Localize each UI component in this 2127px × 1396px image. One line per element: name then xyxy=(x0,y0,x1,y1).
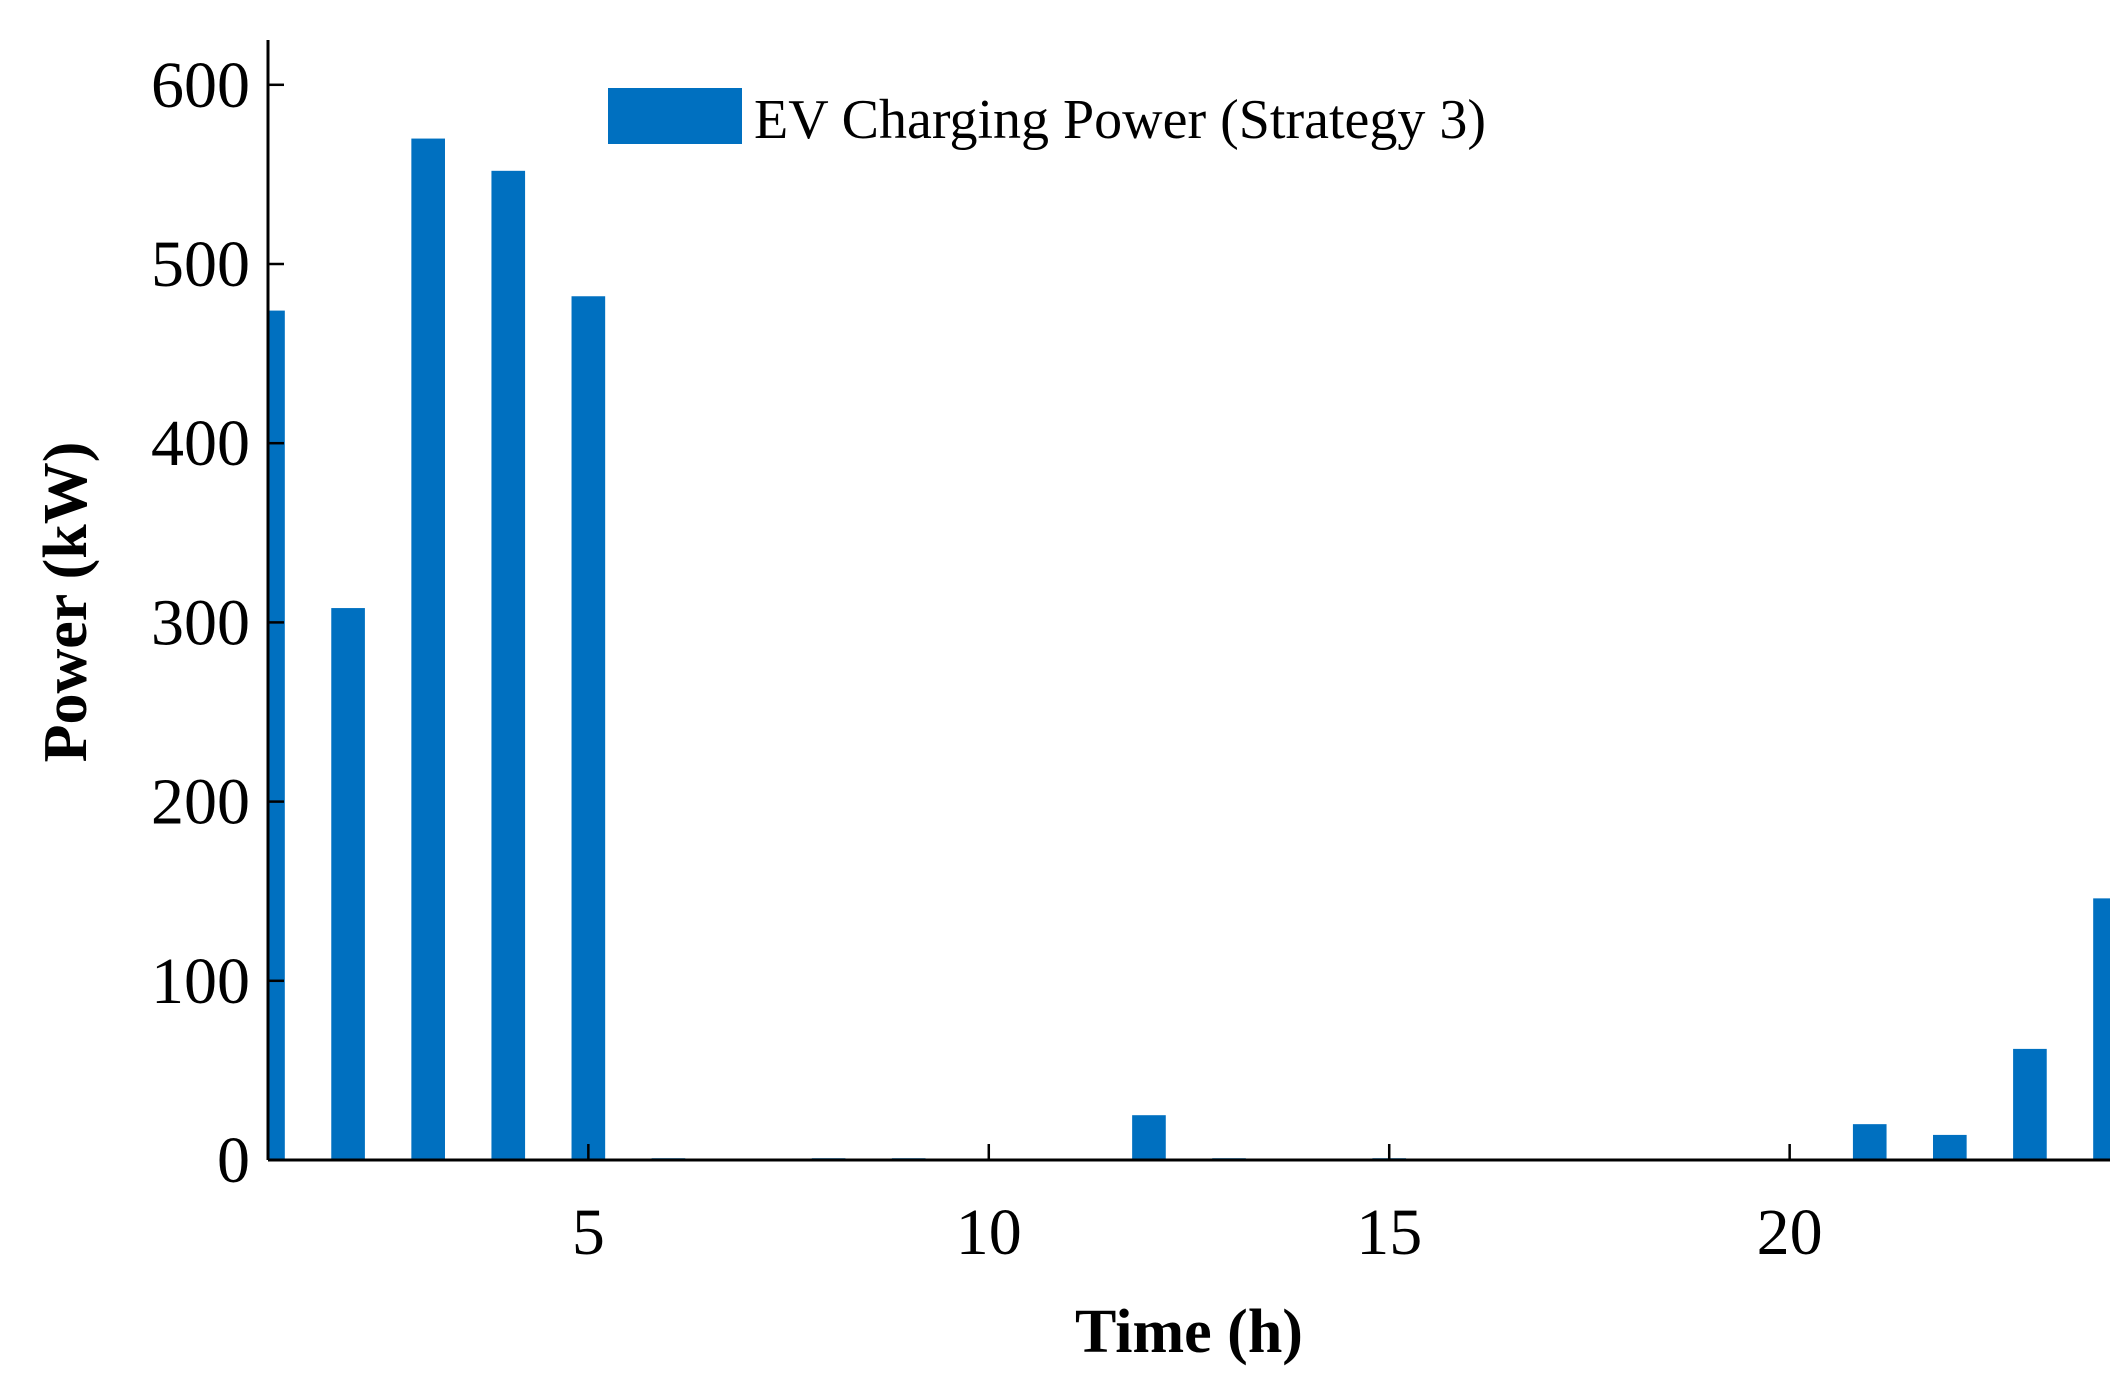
y-tick-label: 500 xyxy=(151,228,250,301)
bar-24 xyxy=(2093,898,2110,1160)
y-tick-label: 0 xyxy=(217,1124,250,1197)
axes xyxy=(266,40,2110,1162)
bar-12 xyxy=(1132,1115,1166,1160)
y-tick-label: 300 xyxy=(151,586,250,659)
bar-series xyxy=(268,138,2110,1160)
x-tick-label: 10 xyxy=(956,1196,1022,1269)
y-tick-label: 200 xyxy=(151,766,250,839)
bar-2 xyxy=(331,608,365,1160)
legend-swatch xyxy=(608,88,742,144)
y-axis-title: Power (kW) xyxy=(32,442,100,763)
bar-21 xyxy=(1852,1124,1887,1160)
bar-23 xyxy=(2013,1048,2047,1160)
bar-1 xyxy=(268,310,285,1160)
x-axis-title: Time (h) xyxy=(1075,1298,1303,1366)
y-tick-label: 400 xyxy=(151,407,250,480)
y-tick-label: 100 xyxy=(151,945,250,1018)
bar-22 xyxy=(1933,1134,1967,1160)
tick-labels: 0 100 200 300 400 500 600 5 10 15 20 xyxy=(151,49,1823,1269)
legend-label: EV Charging Power (Strategy 3) xyxy=(754,89,1486,151)
legend: EV Charging Power (Strategy 3) xyxy=(608,88,1486,151)
x-tick-label: 5 xyxy=(572,1196,605,1269)
bar-3 xyxy=(411,138,445,1160)
bar-5 xyxy=(571,296,606,1160)
x-tick-label: 15 xyxy=(1356,1196,1422,1269)
y-tick-label: 600 xyxy=(151,49,250,122)
bar-4 xyxy=(491,170,526,1160)
x-tick-label: 20 xyxy=(1757,1196,1823,1269)
